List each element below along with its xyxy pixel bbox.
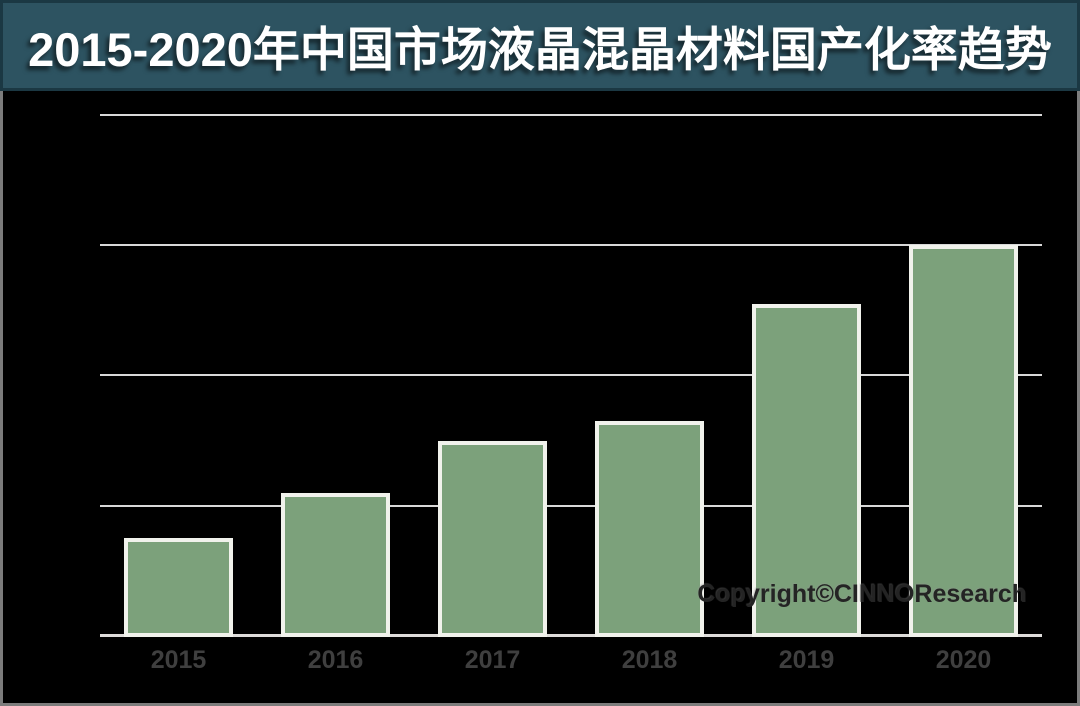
gridline-10: [100, 504, 1042, 507]
copyright-watermark: Copyright©CINNOResearch: [697, 580, 1027, 608]
bar-2015: [124, 538, 233, 637]
x-tick-label-2015: 2015: [150, 646, 207, 674]
bar-2016: [281, 492, 390, 637]
gridline-20: [100, 374, 1042, 377]
bar-2019: [752, 303, 861, 637]
x-tick-label-2020: 2020: [935, 646, 992, 674]
bar-2017: [438, 440, 547, 637]
gridline-30: [100, 244, 1042, 247]
bar-2020: [909, 245, 1018, 637]
chart-title: 2015-2020年中国市场液晶混晶材料国产化率趋势: [28, 23, 1052, 76]
x-axis-line: [100, 634, 1042, 637]
title-bar: 2015-2020年中国市场液晶混晶材料国产化率趋势: [0, 0, 1080, 91]
x-tick-label-2016: 2016: [307, 646, 364, 674]
x-tick-label-2019: 2019: [778, 646, 835, 674]
gridline-40: [100, 113, 1042, 116]
x-tick-label-2017: 2017: [464, 646, 521, 674]
x-tick-label-2018: 2018: [621, 646, 678, 674]
bar-2018: [595, 421, 704, 637]
